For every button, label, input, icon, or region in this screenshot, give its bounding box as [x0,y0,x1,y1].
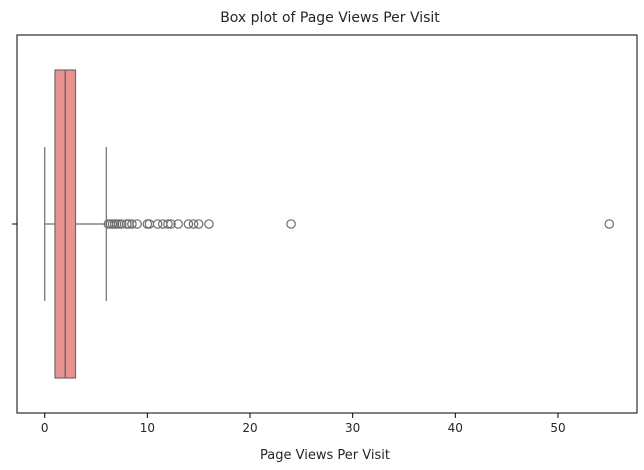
outlier-point [166,219,176,229]
outlier-point [163,219,173,229]
outlier-point [286,219,296,229]
outlier-point [152,219,163,229]
plot-layer [44,69,615,379]
x-tick-label: 20 [242,421,257,435]
x-tick-label: 0 [41,421,49,435]
outlier-point [116,219,127,229]
axes-layer: 0 10 20 30 40 50 [12,34,638,435]
x-tick-label: 30 [345,421,360,435]
chart-title: Box plot of Page Views Per Visit [220,10,440,26]
x-axis-label: Page Views Per Visit [260,448,390,463]
x-tick-label: 10 [140,421,155,435]
x-tick-label: 50 [550,421,565,435]
outlier-point [132,219,142,229]
outlier-point [193,219,204,229]
outlier-point [183,219,194,229]
x-tick-label: 40 [448,421,463,435]
outlier-point [127,219,137,229]
outlier-point [204,219,214,229]
outlier-point [188,219,199,229]
outlier-point [604,219,615,229]
outlier-point [173,219,183,229]
